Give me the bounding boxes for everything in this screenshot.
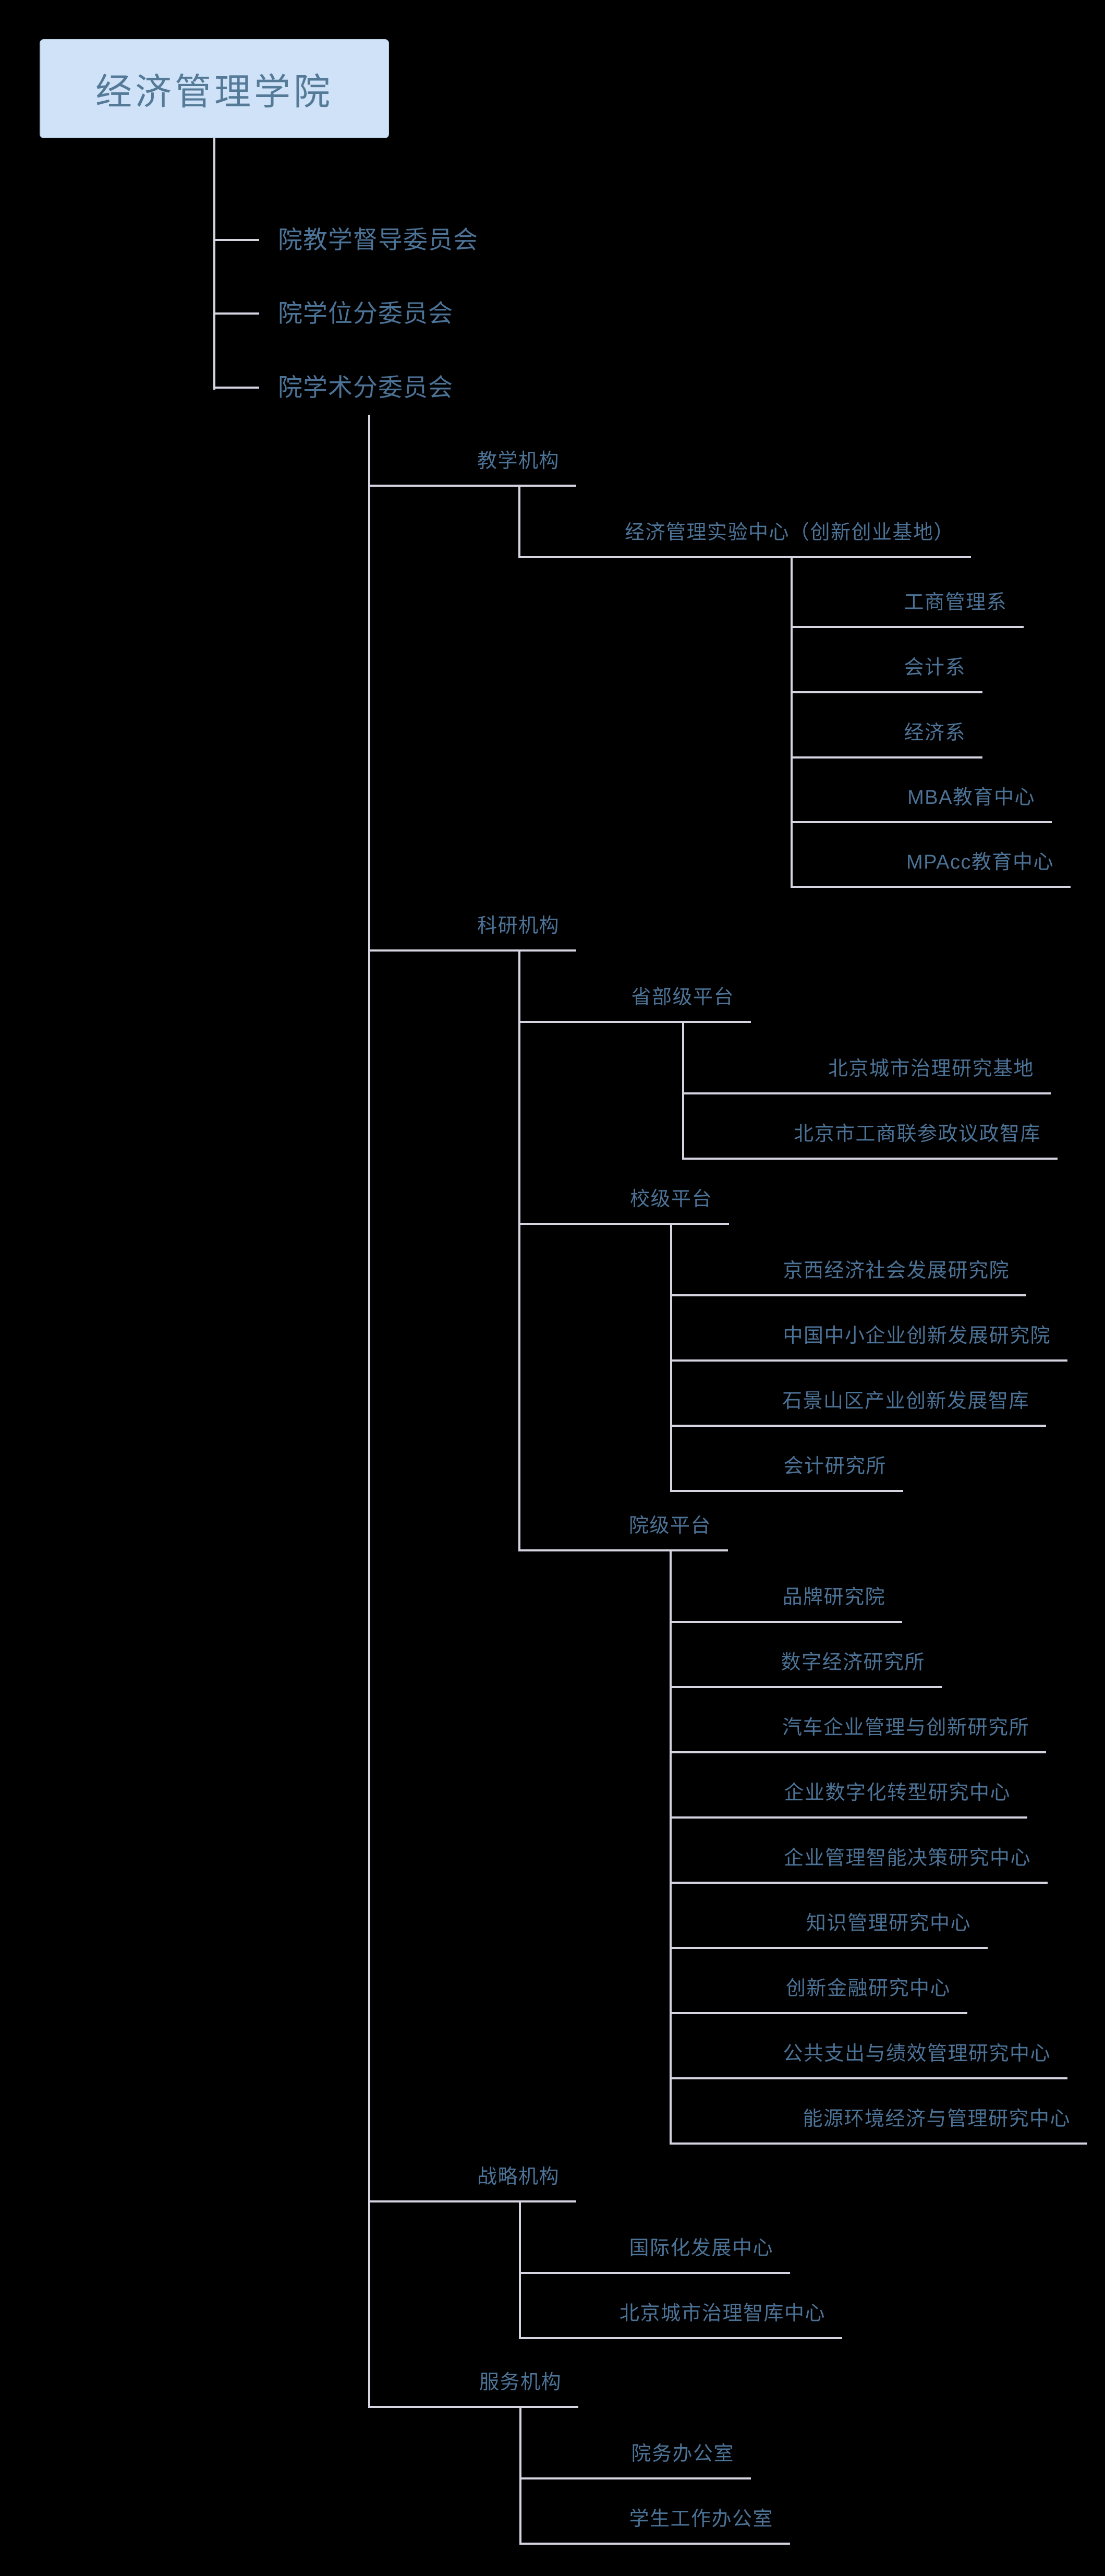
connector-line xyxy=(520,2272,790,2274)
org-node-label: 省部级平台 xyxy=(631,986,734,1008)
org-node-label: 经济管理实验中心（创新创业基地） xyxy=(624,522,954,544)
connector-line xyxy=(671,1425,1046,1427)
connector-line xyxy=(671,1816,1027,1819)
connector-line xyxy=(792,756,982,759)
org-node-label: 院级平台 xyxy=(628,1515,711,1537)
connector-line xyxy=(213,312,259,315)
org-node-label: 国际化发展中心 xyxy=(629,2237,773,2259)
org-node-label: 石景山区产业创新发展智库 xyxy=(782,1390,1029,1412)
connector-line xyxy=(671,1751,1046,1753)
connector-line xyxy=(213,239,259,241)
connector-line xyxy=(792,821,1052,823)
connector-line xyxy=(671,1294,1026,1296)
org-node-label: 北京城市治理智库中心 xyxy=(619,2303,825,2325)
org-node-label: 会计研究所 xyxy=(783,1455,887,1477)
org-node-label: 北京城市治理研究基地 xyxy=(828,1058,1034,1080)
connector-line xyxy=(671,2077,1067,2079)
connector-line xyxy=(670,1549,672,2145)
org-node-label: 中国中小企业创新发展研究院 xyxy=(783,1325,1051,1347)
connector-line xyxy=(369,2406,578,2408)
org-node-label: 教学机构 xyxy=(477,450,560,472)
connector-line xyxy=(792,886,1071,888)
org-node-label: 数字经济研究所 xyxy=(781,1652,925,1674)
org-node-label: 京西经济社会发展研究院 xyxy=(783,1260,1010,1282)
org-node-label: 能源环境经济与管理研究中心 xyxy=(803,2108,1071,2130)
connector-line xyxy=(213,138,215,390)
connector-line xyxy=(671,1947,988,1949)
connector-line xyxy=(792,691,982,693)
org-node-label: 创新金融研究中心 xyxy=(785,1978,951,2000)
org-node-label: 品牌研究院 xyxy=(782,1586,885,1608)
connector-line xyxy=(519,556,971,558)
connector-line xyxy=(682,1021,684,1160)
connector-line xyxy=(518,485,520,558)
root-node-title: 经济管理学院 xyxy=(95,71,333,112)
connector-line xyxy=(671,2142,1087,2145)
connector-line xyxy=(369,485,576,487)
connector-line xyxy=(369,2200,576,2202)
connector-line xyxy=(519,1223,729,1225)
org-node-label: 企业数字化转型研究中心 xyxy=(784,1782,1011,1804)
org-node-label: 学生工作办公室 xyxy=(629,2508,773,2530)
org-node-label: 公共支出与绩效管理研究中心 xyxy=(783,2043,1051,2065)
org-node-label: 知识管理研究中心 xyxy=(806,1912,971,1934)
org-node-label: MBA教育中心 xyxy=(907,787,1035,809)
org-node-label: 汽车企业管理与创新研究所 xyxy=(782,1717,1029,1739)
connector-line xyxy=(671,2012,967,2014)
connector-line xyxy=(671,1621,902,1623)
org-node-label: 经济系 xyxy=(904,722,966,744)
org-node-label: 企业管理智能决策研究中心 xyxy=(783,1847,1031,1869)
connector-line xyxy=(519,1549,728,1551)
connector-line xyxy=(791,556,793,888)
org-node-label: 院学位分委员会 xyxy=(278,299,453,327)
connector-line xyxy=(520,2543,790,2545)
org-node-label: 会计系 xyxy=(904,657,966,679)
connector-line xyxy=(519,2200,521,2339)
connector-line xyxy=(369,949,576,952)
connector-line xyxy=(213,387,259,389)
org-node-label: 战略机构 xyxy=(477,2166,560,2188)
connector-line xyxy=(670,1223,672,1492)
connector-line xyxy=(671,1490,903,1492)
connector-line xyxy=(518,949,520,1551)
org-node-label: 院务办公室 xyxy=(631,2443,734,2465)
org-node-label: 工商管理系 xyxy=(904,592,1007,613)
connector-line xyxy=(683,1092,1051,1094)
root-node-box: 经济管理学院 xyxy=(40,39,389,138)
connector-line xyxy=(683,1158,1058,1160)
org-node-label: 校级平台 xyxy=(629,1188,712,1210)
connector-line xyxy=(519,1021,751,1023)
connector-line xyxy=(520,2337,842,2339)
org-node-label: MPAcc教育中心 xyxy=(906,851,1054,873)
connector-line xyxy=(520,2477,751,2479)
connector-line xyxy=(368,415,370,2408)
connector-line xyxy=(792,626,1024,628)
org-node-label: 服务机构 xyxy=(479,2372,562,2393)
connector-line xyxy=(671,1686,942,1688)
connector-line xyxy=(519,2406,521,2545)
connector-line xyxy=(671,1359,1067,1362)
connector-line xyxy=(671,1882,1048,1884)
org-node-label: 北京市工商联参政议政智库 xyxy=(793,1123,1041,1145)
org-node-label: 院学术分委员会 xyxy=(278,374,453,401)
org-node-label: 科研机构 xyxy=(477,915,560,937)
org-node-label: 院教学督导委员会 xyxy=(278,226,478,254)
